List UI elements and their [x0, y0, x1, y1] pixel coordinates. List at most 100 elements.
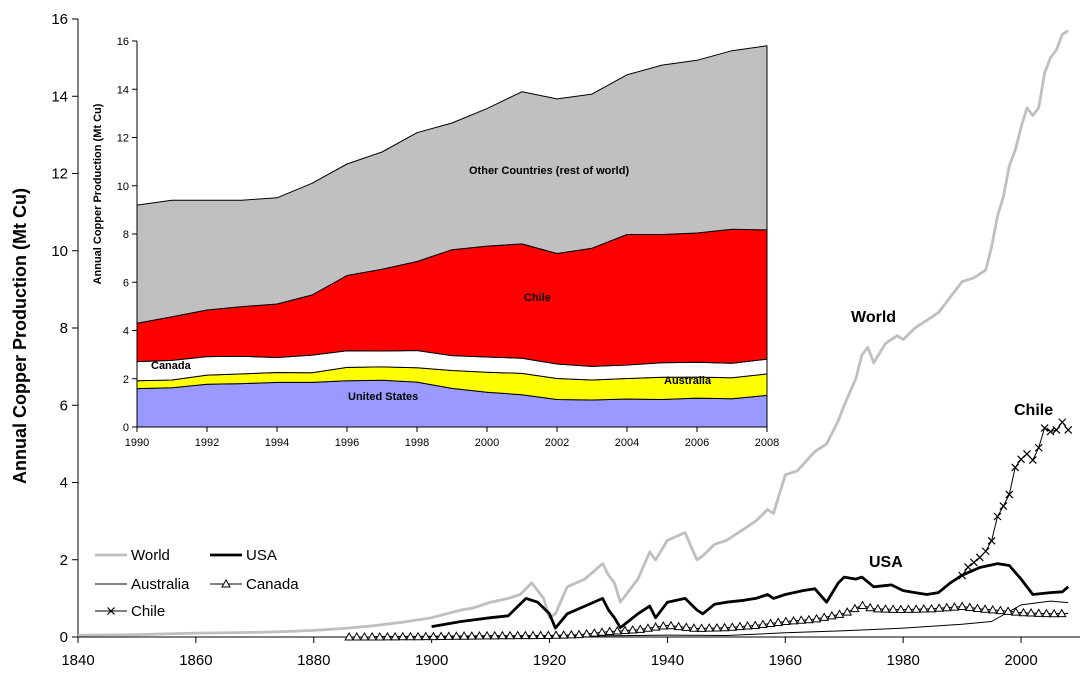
data-point-canada: [735, 621, 745, 631]
main-y-tick-label: 6: [60, 397, 68, 414]
inset-label-australia: Australia: [664, 375, 712, 387]
data-point-canada: [712, 622, 722, 632]
inset-x-tick-label: 1994: [265, 437, 289, 449]
inset-label-united-states: United States: [348, 391, 418, 403]
data-point-canada: [727, 622, 738, 631]
data-point-canada: [451, 631, 462, 640]
data-point-canada: [796, 615, 807, 624]
data-point-canada: [826, 610, 837, 620]
main-y-axis-title: Annual Copper Production (Mt Cu): [10, 188, 30, 484]
data-point-canada: [750, 620, 761, 629]
data-point-canada: [903, 604, 914, 613]
usa-series-label: USA: [869, 554, 903, 571]
data-point-canada: [934, 603, 944, 612]
data-point-canada: [811, 613, 822, 623]
data-point-canada: [505, 630, 515, 640]
legend-label: USA: [246, 547, 277, 564]
main-y-tick-label: 0: [60, 629, 68, 646]
main-x-tick-label: 1840: [61, 652, 94, 669]
data-point-canada: [926, 603, 937, 613]
inset-y-tick-label: 2: [123, 374, 129, 386]
inset-label-canada: Canada: [151, 360, 192, 372]
data-point-chile: [964, 563, 972, 572]
data-point-canada: [443, 631, 454, 640]
series-canada: [344, 600, 1069, 641]
inset-label-other-countries: Other Countries (rest of world): [469, 165, 629, 177]
data-point-canada: [1010, 607, 1021, 616]
data-point-canada: [1026, 608, 1036, 617]
data-point-canada: [627, 625, 638, 634]
data-point-chile: [1040, 424, 1049, 432]
data-point-canada: [788, 615, 799, 625]
data-point-canada: [673, 621, 684, 631]
data-point-canada: [765, 618, 776, 627]
inset-y-axis-title: Annual Copper Production (Mt Cu): [92, 103, 104, 284]
data-point-canada: [497, 630, 508, 640]
inset-y-tick-label: 10: [117, 181, 129, 193]
data-point-canada: [382, 631, 393, 641]
data-point-chile: [1023, 449, 1031, 458]
data-point-canada: [842, 607, 853, 616]
inset-y-tick-label: 0: [123, 422, 129, 434]
data-point-canada: [1041, 608, 1052, 618]
legend-label: Chile: [131, 603, 165, 620]
data-point-canada: [428, 631, 439, 641]
data-point-canada: [666, 620, 676, 630]
data-point-canada: [918, 604, 929, 613]
data-point-canada: [704, 623, 715, 632]
legend-item-australia: Australia: [95, 576, 190, 593]
data-point-canada: [566, 629, 577, 639]
data-point-canada: [620, 625, 630, 635]
data-point-canada: [849, 603, 860, 613]
data-point-chile: [958, 571, 967, 580]
data-point-chile: [969, 558, 978, 567]
data-point-canada: [528, 630, 538, 640]
data-point-canada: [980, 604, 990, 613]
data-point-canada: [489, 630, 500, 640]
legend-marker-canada: [221, 578, 231, 588]
data-point-canada: [482, 630, 492, 640]
data-point-canada: [972, 603, 983, 612]
data-point-canada: [520, 630, 531, 640]
data-point-canada: [781, 616, 791, 626]
data-point-canada: [742, 621, 753, 630]
inset-y-tick-label: 16: [117, 36, 129, 48]
main-y-tick-label: 12: [51, 166, 68, 183]
data-point-chile: [1046, 427, 1055, 436]
data-point-canada: [1003, 606, 1013, 615]
data-point-canada: [635, 624, 646, 633]
data-point-canada: [597, 627, 607, 636]
data-point-canada: [643, 623, 653, 632]
data-point-canada: [589, 628, 600, 637]
data-point-canada: [344, 631, 354, 641]
inset-y-tick-label: 8: [123, 229, 129, 241]
data-point-canada: [474, 630, 485, 640]
data-point-canada: [551, 630, 561, 639]
data-point-canada: [964, 602, 975, 611]
data-point-canada: [834, 609, 845, 618]
data-point-canada: [804, 614, 814, 624]
main-y-tick-label: 4: [60, 475, 68, 492]
legend-item-canada: Canada: [210, 576, 299, 593]
main-x-tick-label: 1960: [769, 652, 802, 669]
chile-series-label: Chile: [1014, 402, 1053, 419]
inset-chart: 0 2 4 6 8 10 12 14 16 1990 1992 1994 1996 1998 2000 200…: [92, 36, 779, 449]
data-point-canada: [1033, 608, 1044, 617]
area-other-countries-rest-of-world: [136, 45, 768, 324]
inset-x-tick-label: 1990: [125, 437, 149, 449]
data-point-canada: [374, 631, 385, 641]
data-point-canada: [1049, 608, 1059, 618]
series-line-usa: [431, 562, 1070, 630]
data-point-canada: [604, 626, 615, 636]
main-y-tick-label: 10: [51, 243, 68, 260]
data-point-canada: [987, 604, 998, 614]
data-point-canada: [543, 630, 554, 639]
data-point-canada: [535, 630, 546, 640]
main-chart: 0 2 4 6 8 10 12 14 16 1840 1860 1880 1900 1920 1940 196…: [10, 11, 1080, 669]
main-y-tick-label: 16: [51, 11, 68, 28]
data-point-chile: [987, 536, 996, 545]
data-point-canada: [758, 619, 768, 628]
data-point-canada: [574, 629, 584, 639]
